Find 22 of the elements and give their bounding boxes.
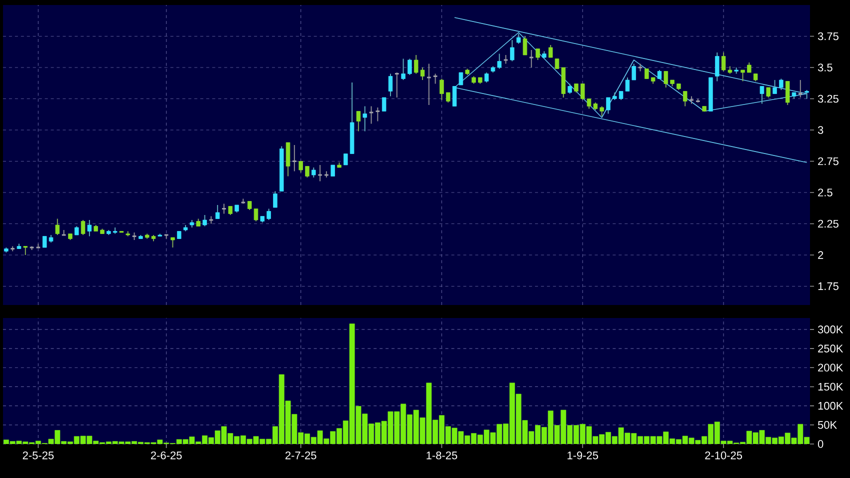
y-tick-label: 3 (818, 126, 824, 134)
x-tick-label: 1-9-25 (568, 452, 598, 460)
y-tick-label: 2.25 (818, 220, 838, 228)
y-tick-label: 3.75 (818, 32, 838, 40)
x-tick-label: 2-10-25 (705, 452, 742, 460)
y-tick-label: 1.75 (818, 282, 838, 290)
y-tick-label: 100K (818, 402, 844, 410)
y-tick-label: 3.5 (818, 64, 832, 72)
y-tick-label: 2.75 (818, 157, 838, 166)
y-tick-label: 0 (818, 440, 824, 448)
y-tick-label: 250K (818, 344, 844, 352)
y-tick-label: 2.5 (818, 188, 832, 196)
y-tick-label: 150K (818, 382, 844, 391)
x-tick-label: 1-8-25 (426, 452, 458, 460)
y-tick-label: 300K (818, 326, 844, 334)
x-tick-label: 2-7-25 (285, 452, 316, 460)
x-tick-label: 2-6-25 (150, 452, 182, 460)
y-tick-label: 50K (818, 421, 837, 429)
x-tick-label: 2-5-25 (22, 452, 54, 460)
y-tick-label: 2 (818, 251, 824, 259)
y-tick-label: 3.25 (818, 94, 838, 103)
y-tick-label: 200K (818, 364, 844, 372)
